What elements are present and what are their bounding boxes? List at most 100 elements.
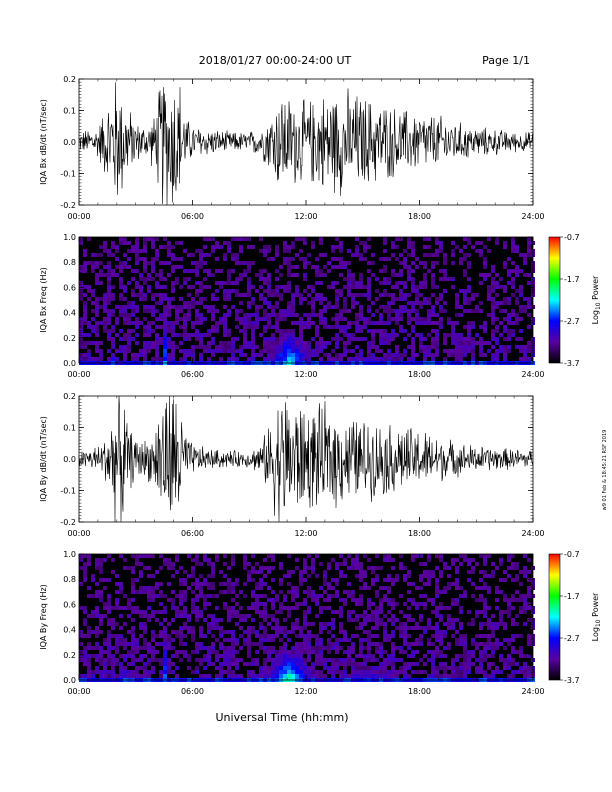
spectrogram-cell [267,634,271,638]
spectrogram-cell [455,638,459,642]
spectrogram-cell [147,590,151,594]
spectrogram-cell [107,285,111,289]
spectrogram-cell [395,333,399,337]
spectrogram-cell [359,337,363,341]
spectrogram-cell [147,237,151,241]
spectrogram-cell [431,598,435,602]
spectrogram-cell [263,626,267,630]
spectrogram-cell [115,257,119,261]
spectrogram-cell [515,345,519,349]
spectrogram-cell [503,325,507,329]
spectrogram-cell [527,241,531,245]
spectrogram-cell [307,646,311,650]
spectrogram-cell [447,574,451,578]
spectrogram-cell [83,566,87,570]
spectrogram-cell [283,654,287,658]
spectrogram-cell [351,253,355,257]
spectrogram-cell [415,554,419,558]
spectrogram-cell [387,578,391,582]
spectrogram-cell [195,261,199,265]
spectrogram-cell [423,297,427,301]
spectrogram-cell [163,658,167,662]
spectrogram-cell [91,670,95,674]
spectrogram-cell [183,622,187,626]
spectrogram-cell [119,634,123,638]
spectrogram-cell [371,666,375,670]
spectrogram-cell [207,614,211,618]
spectrogram-cell [407,253,411,257]
spectrogram-cell [211,642,215,646]
y-tick-label: 0.6 [63,600,76,609]
spectrogram-cell [351,349,355,353]
spectrogram-cell [239,345,243,349]
spectrogram-cell [163,642,167,646]
spectrogram-cell [143,281,147,285]
spectrogram-cell [151,341,155,345]
spectrogram-cell [223,662,227,666]
spectrogram-cell [515,670,519,674]
spectrogram-cell [483,582,487,586]
spectrogram-cell [379,586,383,590]
spectrogram-cell [287,313,291,317]
spectrogram-cell [299,297,303,301]
spectrogram-cell [387,598,391,602]
spectrogram-cell [115,598,119,602]
spectrogram-cell [363,666,367,670]
spectrogram-cell [155,337,159,341]
spectrogram-cell [155,285,159,289]
spectrogram-cell [459,554,463,558]
spectrogram-cell [207,305,211,309]
spectrogram-cell [307,630,311,634]
spectrogram-cell [375,658,379,662]
spectrogram-cell [283,337,287,341]
spectrogram-cell [95,634,99,638]
spectrogram-cell [379,341,383,345]
spectrogram-cell [171,602,175,606]
spectrogram-cell [375,277,379,281]
spectrogram-cell [247,289,251,293]
spectrogram-cell [179,602,183,606]
spectrogram-cell [315,614,319,618]
spectrogram-cell [151,313,155,317]
spectrogram-cell [407,237,411,241]
spectrogram-cell [379,606,383,610]
spectrogram-cell [231,289,235,293]
spectrogram-cell [83,333,87,337]
spectrogram-cell [343,562,347,566]
spectrogram-cell [467,289,471,293]
spectrogram-cell [207,269,211,273]
spectrogram-cell [503,626,507,630]
spectrogram-cell [147,321,151,325]
spectrogram-cell [167,249,171,253]
spectrogram-cell [143,317,147,321]
spectrogram-cell [159,622,163,626]
spectrogram-cell [159,245,163,249]
spectrogram-cell [151,309,155,313]
spectrogram-cell [255,273,259,277]
spectrogram-cell [199,249,203,253]
spectrogram-cell [395,626,399,630]
spectrogram-cell [251,285,255,289]
spectrogram-cell [251,618,255,622]
spectrogram-cell [199,337,203,341]
spectrogram-cell [335,325,339,329]
spectrogram-cell [391,662,395,666]
spectrogram-cell [523,297,527,301]
spectrogram-cell [335,245,339,249]
spectrogram-cell [311,313,315,317]
spectrogram-cell [331,646,335,650]
spectrogram-cell [211,626,215,630]
spectrogram-cell [151,345,155,349]
spectrogram-cell [331,662,335,666]
spectrogram-cell [375,610,379,614]
spectrogram-cell [255,642,259,646]
spectrogram-cell [159,590,163,594]
spectrogram-cell [123,241,127,245]
spectrogram-cell [359,325,363,329]
spectrogram-cell [407,313,411,317]
spectrogram-cell [235,594,239,598]
spectrogram-cell [107,554,111,558]
spectrogram-cell [447,353,451,357]
spectrogram-cell [263,646,267,650]
spectrogram-cell [523,257,527,261]
